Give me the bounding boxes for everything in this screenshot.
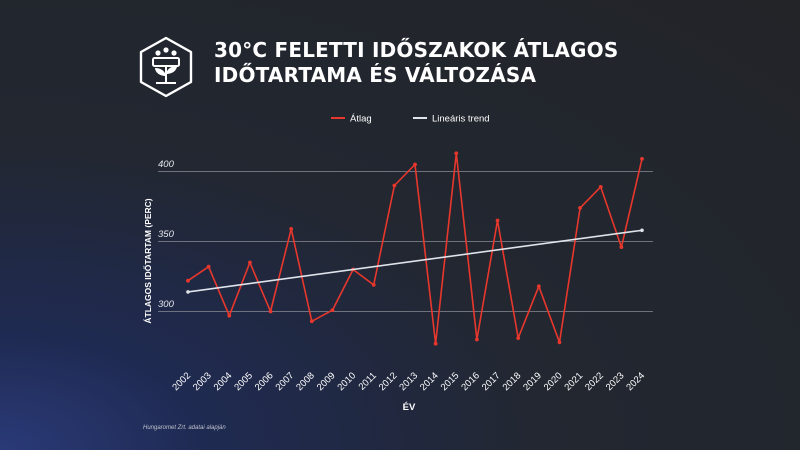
- x-tick-label-2014: 2014: [418, 370, 441, 393]
- chart-title-line-2: IDŐTARTAMA ÉS VÁLTOZÁSA: [214, 63, 537, 87]
- chart-legend: Átlag Lineáris trend: [331, 114, 490, 125]
- average-point-2024: [640, 157, 644, 161]
- legend-label-0: Átlag: [350, 114, 372, 125]
- x-tick-label-2021: 2021: [562, 370, 585, 393]
- average-point-2017: [495, 218, 500, 223]
- average-point-2018: [516, 336, 521, 340]
- x-tick-label-2017: 2017: [480, 370, 503, 393]
- y-tick-label-350: 350: [158, 229, 175, 240]
- chart-series: [186, 151, 644, 346]
- x-tick-label-2013: 2013: [397, 370, 420, 393]
- x-axis-title: ÉV: [403, 402, 416, 413]
- chart-gridlines: [158, 171, 653, 312]
- average-point-2016: [475, 337, 479, 342]
- average-line: [187, 152, 643, 345]
- average-point-2019: [536, 284, 541, 289]
- average-point-2009: [330, 308, 335, 312]
- thermometer-plant-logo-icon: [139, 36, 193, 98]
- x-tick-label-2024: 2024: [624, 370, 647, 393]
- x-tick-label-2011: 2011: [357, 370, 379, 392]
- average-point-2006: [268, 309, 273, 314]
- average-point-2008: [309, 319, 314, 324]
- average-point-2020: [557, 340, 562, 345]
- x-tick-label-2004: 2004: [212, 370, 235, 393]
- trend-point-2024: [640, 228, 644, 233]
- average-point-2011: [371, 283, 376, 287]
- average-point-2014: [433, 341, 438, 346]
- x-tick-label-2008: 2008: [294, 370, 317, 393]
- y-axis-title: ÁTLAGOS IDŐTARTAM (PERC): [142, 198, 153, 323]
- average-point-2005: [248, 260, 252, 265]
- x-tick-label-2005: 2005: [232, 370, 255, 393]
- source-note: Hungaromet Zrt. adatai alapján: [143, 425, 226, 431]
- x-tick-label-2012: 2012: [377, 370, 400, 393]
- average-point-2003: [206, 264, 211, 269]
- average-point-2022: [598, 185, 603, 189]
- x-tick-label-2002: 2002: [170, 370, 193, 393]
- y-tick-label-300: 300: [158, 299, 175, 310]
- x-tick-label-2019: 2019: [521, 370, 544, 393]
- average-point-2015: [454, 151, 459, 156]
- y-tick-label-400: 400: [158, 159, 175, 170]
- x-axis-ticks: 2002200320042005200620072008200920102011…: [170, 370, 647, 393]
- average-point-2013: [413, 162, 417, 167]
- x-tick-label-2016: 2016: [459, 370, 482, 393]
- chart-title-line-1: 30°C FELETTI IDŐSZAKOK ÁTLAGOS: [214, 38, 619, 62]
- x-tick-label-2007: 2007: [274, 370, 297, 393]
- average-point-2023: [619, 245, 624, 250]
- average-point-2004: [227, 313, 232, 318]
- x-axis-title-group: ÉV: [403, 402, 416, 413]
- legend-label-1: Lineáris trend: [432, 114, 490, 125]
- x-tick-label-2009: 2009: [315, 370, 338, 393]
- x-tick-label-2003: 2003: [191, 370, 214, 393]
- x-tick-label-2020: 2020: [542, 370, 565, 393]
- x-tick-label-2018: 2018: [501, 370, 524, 393]
- trend-line: [187, 229, 643, 293]
- average-point-2012: [392, 183, 397, 188]
- y-axis-ticks: 300 350 400: [158, 159, 175, 310]
- chart-title: 30°C FELETTI IDŐSZAKOK ÁTLAGOS IDŐTARTAM…: [214, 38, 618, 88]
- x-tick-label-2022: 2022: [583, 370, 606, 393]
- average-point-2002: [186, 278, 190, 283]
- average-point-2007: [289, 227, 294, 231]
- y-axis-title-group: ÁTLAGOS IDŐTARTAM (PERC): [142, 198, 153, 323]
- x-tick-label-2023: 2023: [604, 370, 627, 393]
- x-tick-label-2015: 2015: [439, 370, 462, 393]
- average-point-2021: [578, 206, 582, 210]
- x-tick-label-2006: 2006: [253, 370, 276, 393]
- x-tick-label-2010: 2010: [335, 370, 358, 393]
- trend-point-2002: [186, 290, 190, 294]
